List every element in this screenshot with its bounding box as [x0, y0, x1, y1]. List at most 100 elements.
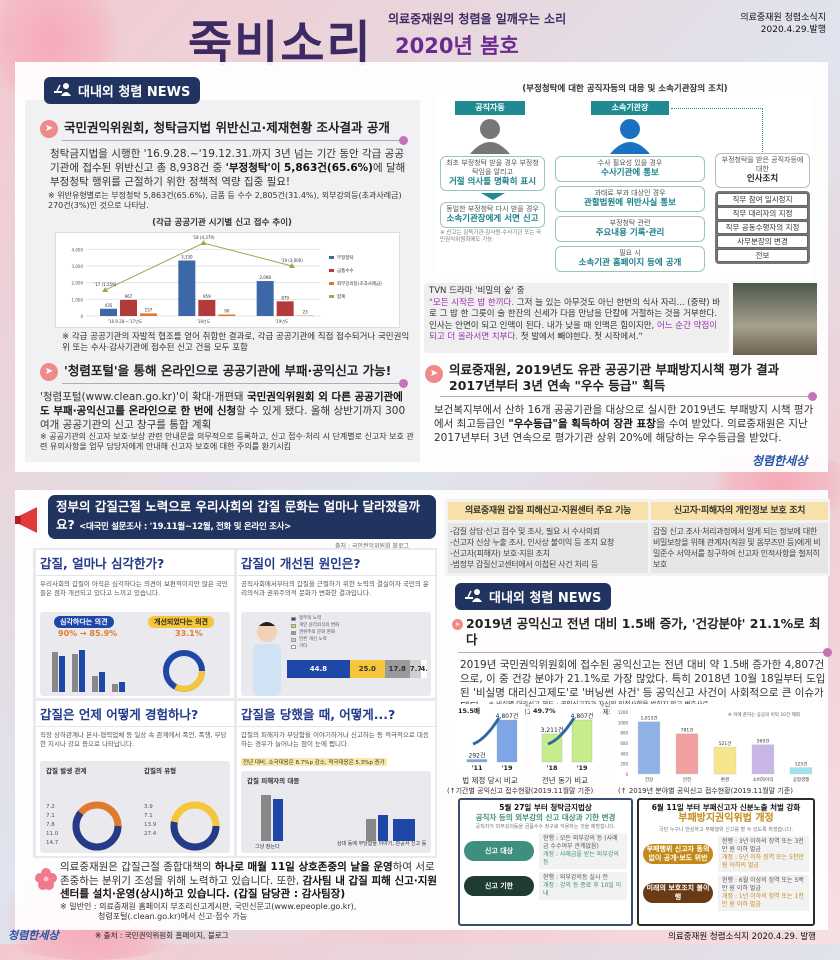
donut-value: 11.0: [46, 830, 58, 839]
integrity-logo: 청렴한세상: [752, 452, 807, 469]
cause-label: 언론 개선 노력: [299, 637, 327, 643]
poster-subtitle: 부패방지권익위법 개정: [643, 813, 809, 825]
current-rule: 현행 : 6월 이상의 징역 또는 5백만 원 이하 벌금: [722, 877, 805, 893]
y-tick-label: 0: [80, 314, 83, 319]
bar: [198, 300, 215, 316]
y-tick-label: 3,000: [72, 264, 84, 269]
box-text: 수사 필요성 있을 경우: [598, 159, 663, 167]
news-badge: 대내외 청렴 NEWS: [455, 583, 611, 610]
publish-date: 2020.4.29.발행: [740, 24, 826, 36]
article4-heading: ➤2019년 공익신고 전년 대비 1.5배 증가, '건강분야' 21.1%로…: [452, 616, 830, 648]
flower-icon: [35, 868, 57, 890]
agency-head-header: 소속기관장: [591, 101, 669, 115]
drama-still-image: [733, 283, 817, 355]
article1-body: 청탁금지법을 시행한 '16.9.28.~'19.12.31.까지 3년 넘는 …: [50, 147, 412, 189]
legend-swatch: [291, 617, 296, 621]
bar: [100, 309, 117, 316]
box-text: 과태료 부과 대상인 경우: [594, 189, 665, 197]
chart-caption: 법 제정 당시 비교: [455, 775, 525, 786]
article3-title-line1: 의료중재원, 2019년도 유관 공공기관 부패방지시책 평가 결과: [449, 362, 779, 378]
poster-row-label: 미래의 보호조치 불이행: [643, 883, 713, 903]
panel-title: 갑질, 얼마나 심각한가?: [36, 550, 234, 576]
x-tick-label: '16.9.28.~'17년도: [108, 318, 143, 324]
article2-heading: ➤'청렴포털'을 통해 온라인으로 공공기관에 부패·공익신고 가능!: [40, 363, 391, 379]
poster-row-detail: 현행 : 모든 외부강의 등 (사례금 수수여부 관계없음)개정 : 사례금을 …: [539, 833, 627, 869]
table-item: -범정부 갑질신고센터에서 이첩된 사건 처리 등: [450, 559, 646, 570]
serious-value: 90% → 85.9%: [58, 629, 117, 638]
x-tick-label: '19: [501, 764, 513, 772]
divider: [62, 383, 404, 384]
personnel-actions: 직무 참여 일시정지 직무 대리자의 지정 직무 공동수행자의 지정 사무분장의…: [715, 191, 810, 264]
y-tick-label: 4,000: [72, 247, 84, 252]
diagram-title: (부정청탁에 대한 공직자등의 대응 및 소속기관장의 조치): [420, 82, 830, 94]
table-item: -신고자(피해자) 보호·지원 조치: [450, 548, 646, 559]
box-strong: 인사조치: [718, 174, 807, 185]
table-header: 의료중재원 갑질 피해신고·지원센터 주요 기능: [448, 502, 648, 520]
divider: [440, 396, 813, 397]
cause-segment: 17.8: [385, 660, 410, 678]
total-label: '19 (3,000): [281, 258, 303, 263]
current-rule: 현행 : 외부강의등 실시 전: [543, 874, 623, 882]
y-tick-label: 1000: [618, 720, 629, 725]
bar-value-label: 125건: [795, 761, 808, 768]
bar: [497, 720, 517, 762]
relation-donut: [70, 799, 124, 853]
cause-segment: 25.0: [350, 660, 385, 678]
y-tick-label: 2,000: [72, 281, 84, 286]
y-tick-label: 600: [620, 741, 628, 746]
bar: [257, 281, 274, 316]
center-table: 의료중재원 갑질 피해신고·지원센터 주요 기능 신고자·피해자의 개인정보 보…: [445, 499, 830, 576]
x-tick-label: 소비자이익: [753, 776, 774, 783]
cause-legend-item: 정부의 노력: [291, 615, 427, 622]
cause-label: 개인 윤리의식의 변화: [299, 623, 339, 629]
bar-value-label: 2,098: [259, 275, 271, 280]
growth-annotation: 49.7%: [533, 707, 556, 715]
footer-source: ※ 출처 : 국민권익위원회 홈페이지, 블로그: [95, 930, 229, 941]
x-tick-label: 건강: [645, 776, 653, 783]
box-text: 최초 부정청탁 받을 경우 부정청탁임을 알리고: [446, 159, 539, 176]
megaphone-icon: [15, 505, 45, 535]
poster-row-label: 신고 기한: [464, 876, 534, 896]
panel-desc: 갑질의 피해자가 부당함을 이야기하거나 신고하는 등 적극적으로 대응하는 경…: [237, 727, 435, 753]
official-figure-icon: [247, 618, 287, 696]
connector-line: [671, 108, 763, 152]
bar: [218, 315, 235, 317]
bar-value-label: 959: [203, 294, 211, 299]
box-text: 필요 시: [619, 249, 641, 257]
action-item: 직무 대리자의 지정: [717, 207, 808, 220]
report-trend-chart: 01,0002,0003,0004,000435967157'16.9.28.~…: [55, 232, 400, 328]
chart-annotation: ※ 이에 준하는 공공의 이익 10건 제외: [728, 711, 800, 718]
quote-highlight: "모든 시작은 밥 한끼다.: [429, 298, 514, 308]
bar-value-label: 292건: [469, 751, 486, 759]
improved-donut: [160, 648, 208, 694]
bar: [572, 720, 592, 762]
reporter-icon: [464, 588, 484, 602]
revised-rule: 개정 : 사례금을 받는 외부강의 등: [543, 851, 623, 867]
improved-value: 33.1%: [175, 629, 203, 638]
type-label: 갑질의 유형: [144, 765, 176, 775]
y-tick-label: 200: [620, 762, 628, 767]
bar-value-label: 967: [125, 294, 133, 299]
text: 의료중재원은 갑질근절 종합대책의: [60, 861, 215, 873]
legend-label: 합계: [337, 293, 345, 300]
diagram-note: ※ 신고는 감독기관·감사원·수사기관 또는 국민권익위원회에도 가능: [440, 230, 545, 244]
x-tick-label: 안전: [683, 776, 691, 783]
closing-note: ※ 일반인 : 의료중재원 홈페이지 부조리신고게시판, 국민신문고(www.e…: [60, 902, 438, 922]
legend-label: 금품수수: [337, 268, 354, 274]
bar: [467, 759, 487, 762]
legend-swatch: [329, 295, 334, 298]
center-functions: -갑질 상담·신고 접수 및 조사, 필요 시 수사의뢰-신고자 신상 누출 조…: [448, 523, 648, 573]
quote-text: 첫 발에서 빼야한다. 첫 시작에서.": [518, 332, 642, 342]
chart-title: (각급 공공기관 시기별 신고 접수 추이): [32, 218, 412, 229]
drama-quote: TVN 드라마 '비밀의 숲' 중 "모든 시작은 밥 한끼다. 그저 늘 있는…: [424, 283, 729, 353]
